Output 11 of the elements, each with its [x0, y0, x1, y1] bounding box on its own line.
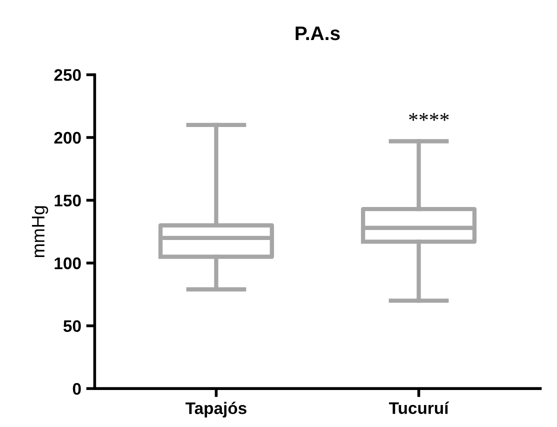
- annotation: ****: [409, 113, 449, 121]
- y-tick-label: 100: [54, 257, 81, 270]
- x-tick-label: Tucuruí: [389, 402, 450, 414]
- y-tick-label: 50: [63, 320, 81, 332]
- chart-title: P.A.s: [296, 26, 340, 40]
- x-tick-label: Tapajós: [186, 402, 246, 418]
- y-tick-label: 0: [72, 382, 81, 395]
- y-tick-label: 150: [54, 194, 81, 206]
- y-tick-label: 250: [54, 69, 81, 81]
- y-tick-label: 200: [54, 132, 81, 144]
- y-axis-title: mmHg: [32, 206, 48, 258]
